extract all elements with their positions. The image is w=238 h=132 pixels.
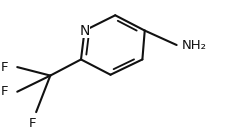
Text: N: N xyxy=(79,24,90,38)
Text: F: F xyxy=(0,85,8,98)
Text: NH₂: NH₂ xyxy=(182,39,207,51)
Text: F: F xyxy=(0,61,8,74)
Text: F: F xyxy=(29,117,36,131)
